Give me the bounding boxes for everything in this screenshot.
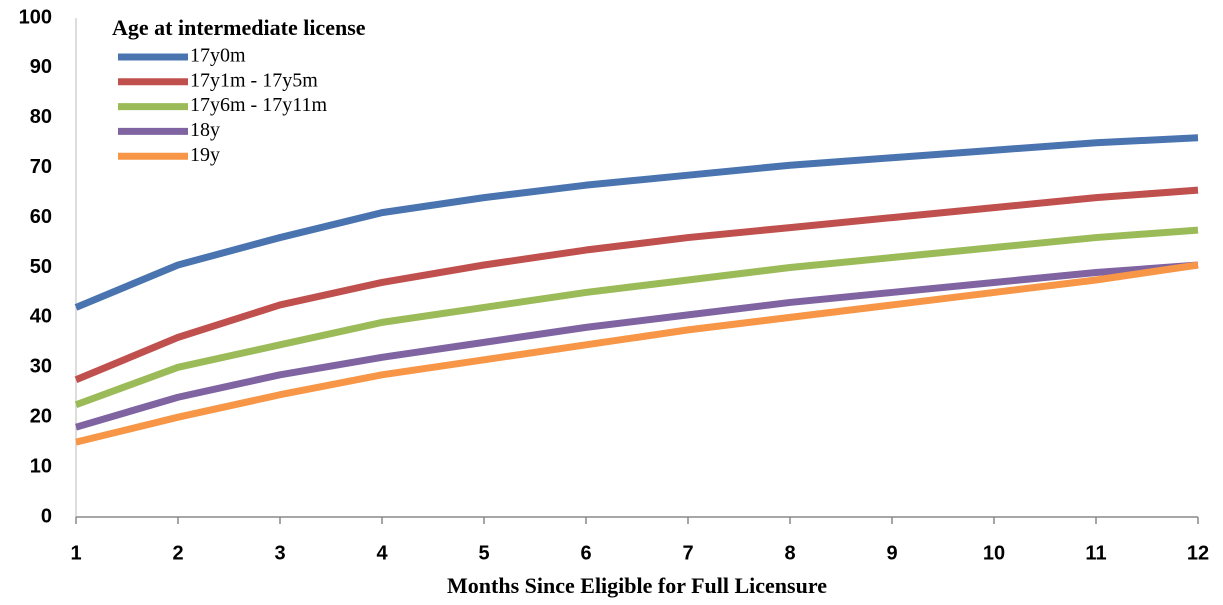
y-tick-label: 50 [30,256,52,278]
legend-title: Age at intermediate license [112,15,366,40]
y-tick-label: 40 [30,306,52,328]
y-tick-label: 90 [30,56,52,78]
x-tick-label: 5 [478,542,489,564]
series-line [74,134,1199,311]
x-tick-label: 12 [1187,542,1209,564]
series-line [75,261,1199,446]
x-tick-label: 11 [1085,542,1106,564]
x-tick-label: 4 [376,542,388,564]
legend-label: 19y [190,144,220,166]
legend-label: 17y0m [190,45,246,67]
y-tick-label: 30 [30,356,52,378]
x-tick-label: 8 [784,542,795,564]
y-tick-label: 100 [19,6,52,28]
legend-label: 17y1m - 17y5m [190,69,318,91]
x-tick-label: 9 [886,542,897,564]
x-tick-label: 10 [983,542,1005,564]
legend-label: 18y [190,119,220,141]
series-line [75,261,1199,431]
y-tick-label: 70 [30,156,52,178]
series-line [74,186,1199,384]
x-tick-label: 7 [682,542,693,564]
series-line [74,226,1199,409]
x-tick-label: 6 [580,542,591,564]
x-axis-label: Months Since Eligible for Full Licensure [447,573,827,598]
x-tick-label: 3 [274,542,285,564]
legend-label: 17y6m - 17y11m [190,94,327,116]
x-tick-label: 1 [70,542,81,564]
y-tick-label: 60 [30,206,52,228]
y-tick-label: 0 [41,505,52,527]
y-tick-label: 10 [30,455,52,477]
y-tick-label: 80 [30,106,52,128]
x-tick-label: 2 [172,542,183,564]
y-tick-label: 20 [30,405,52,427]
